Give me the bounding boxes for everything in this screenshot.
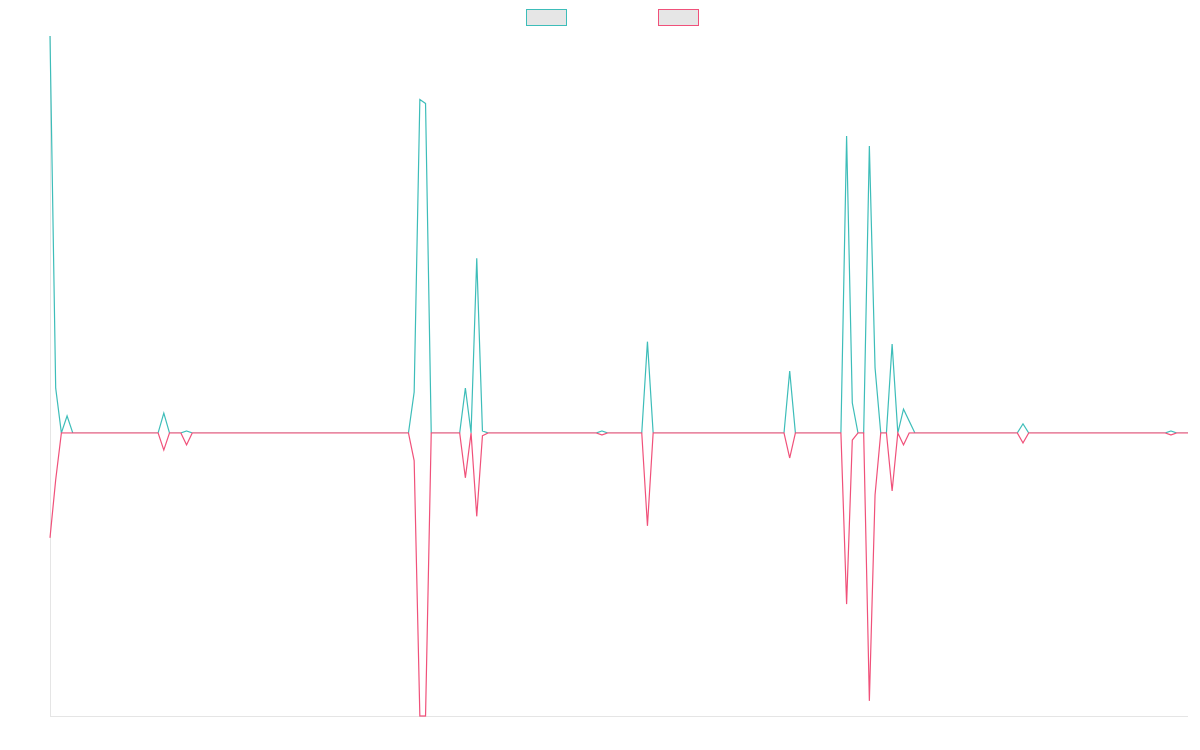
data-line [49, 430, 1188, 717]
data-line [49, 35, 1188, 434]
legend-swatch [658, 9, 699, 26]
legend-swatch [526, 9, 567, 26]
